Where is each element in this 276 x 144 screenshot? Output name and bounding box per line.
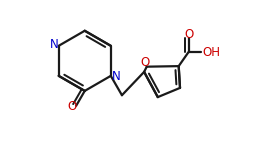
Text: OH: OH bbox=[202, 46, 220, 59]
Text: O: O bbox=[184, 28, 193, 41]
Text: N: N bbox=[49, 38, 58, 51]
Text: O: O bbox=[68, 100, 77, 113]
Text: O: O bbox=[140, 56, 149, 69]
Text: N: N bbox=[112, 70, 120, 83]
